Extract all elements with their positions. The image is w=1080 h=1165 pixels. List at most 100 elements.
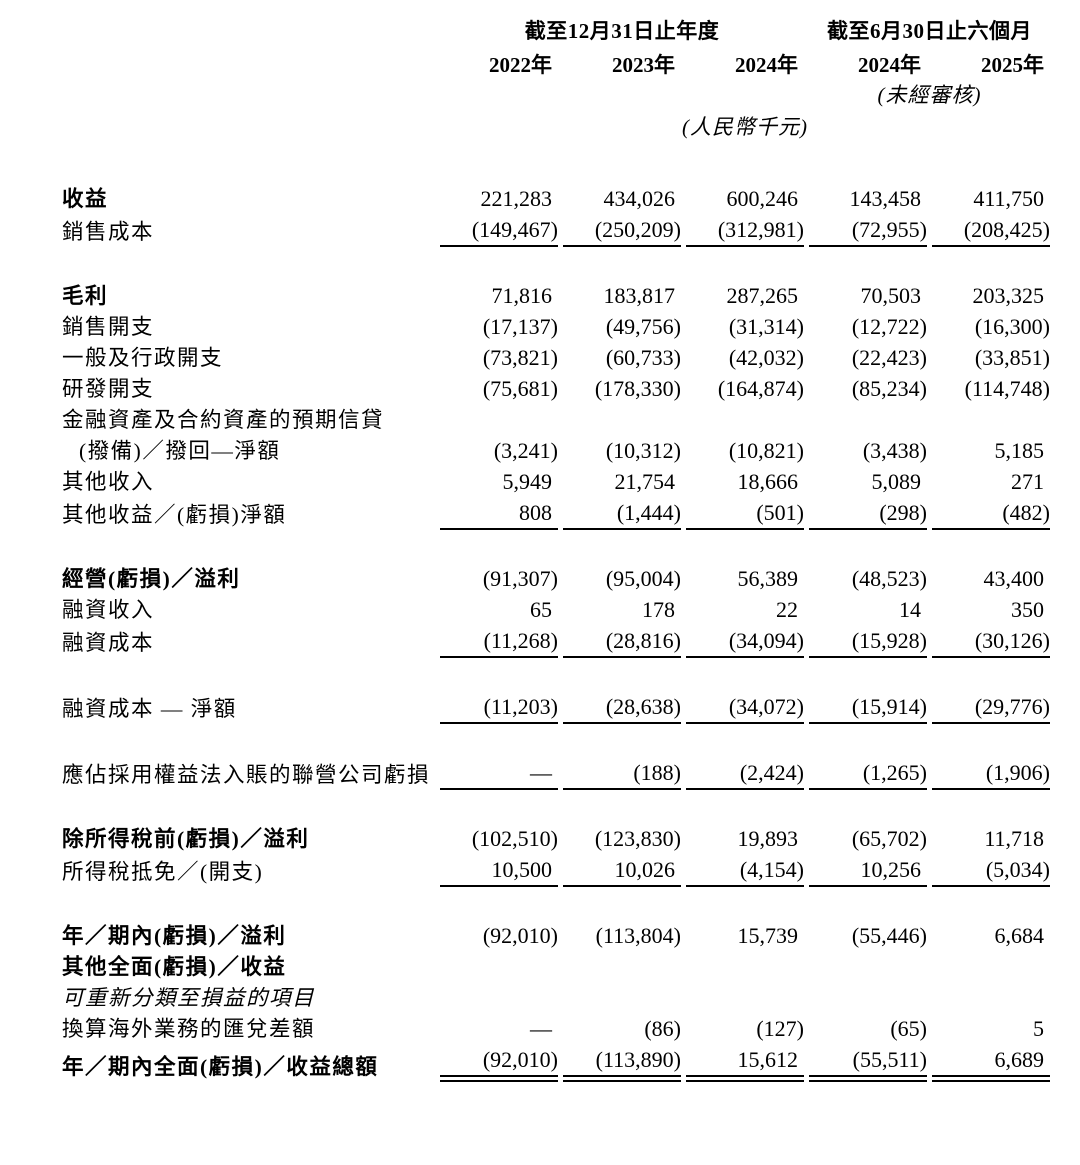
cell-value: 5 [1033,1016,1044,1041]
cell-value: (16,300) [974,314,1050,339]
cell-value: (92,010) [440,1044,558,1082]
cell-value: (178,330) [594,376,681,401]
period-header-row: 截至12月31日止年度 截至6月30日止六個月 [62,16,1050,46]
cell-value: (86) [644,1016,681,1041]
table-body: 收益 221,283 434,026 600,246 143,458 411,750 銷售成… [62,183,1050,1082]
cell-value: (250,209) [563,214,681,247]
cell-value [440,951,558,982]
cell-value: 22 [776,597,798,622]
table-row: 除所得稅前(虧損)／溢利 (102,510) (123,830) 19,893 (65,… [62,823,1050,854]
row-label: 金融資產及合約資產的預期信貸 [62,408,385,432]
cell-value: (15,914) [809,691,927,724]
cell-value: 411,750 [973,186,1044,211]
spacer-cell [62,724,1050,757]
table-row: 毛利 71,816 183,817 287,265 70,503 203,325 [62,280,1050,311]
cell-value: (28,638) [563,691,681,724]
row-label: 年／期內全面(虧損)／收益總額 [62,1055,379,1079]
spacer-cell [62,658,1050,691]
cell-value [686,404,804,435]
cell-value: (72,955) [809,214,927,247]
cell-value: (298) [809,497,927,530]
table-row: 融資成本 (11,268) (28,816) (34,094) (15,928) (30,… [62,625,1050,658]
cell-value: 178 [642,597,675,622]
table-row: 年／期內(虧損)／溢利 (92,010) (113,804) 15,739 (55,44… [62,920,1050,951]
table-row: 其他全面(虧損)／收益 [62,951,1050,982]
cell-value: (34,072) [686,691,804,724]
table-row: 收益 221,283 434,026 600,246 143,458 411,750 [62,183,1050,214]
cell-value: (164,874) [717,376,804,401]
cell-value: — [440,757,558,790]
cell-value: 65 [530,597,552,622]
spacer-cell [62,790,1050,823]
row-label: 收益 [62,187,109,211]
year-header-2024-interim: 2024年 [858,53,921,77]
table-row: 融資收入 65 178 22 14 350 [62,594,1050,625]
table-row: 應佔採用權益法入賬的聯營公司虧損 — (188) (2,424) (1,265) (1,9… [62,757,1050,790]
cell-value: 21,754 [614,469,676,494]
cell-value: (123,830) [594,826,681,851]
header-spacer-cell [62,80,435,110]
cell-value: (49,756) [605,314,681,339]
table-row: 其他收益／(虧損)淨額 808 (1,444) (501) (298) (482) [62,497,1050,530]
cell-value [932,982,1050,1013]
cell-value: 808 [440,497,558,530]
cell-value: 6,689 [932,1044,1050,1082]
cell-value: (91,307) [482,566,558,591]
table-row: 融資成本 — 淨額 (11,203) (28,638) (34,072) (15,914… [62,691,1050,724]
cell-value: (73,821) [482,345,558,370]
spacer-row [62,658,1050,691]
spacer-cell [62,247,1050,280]
cell-value: (55,511) [809,1044,927,1082]
year-header-2023: 2023年 [612,53,675,77]
table-row: 所得稅抵免／(開支) 10,500 10,026 (4,154) 10,256 (5,03… [62,854,1050,887]
cell-value: (15,928) [809,625,927,658]
cell-value: (127) [756,1016,804,1041]
cell-value [440,982,558,1013]
cell-value: (65,702) [851,826,927,851]
spacer-row [62,247,1050,280]
table-row: 研發開支 (75,681) (178,330) (164,874) (85,234) (1… [62,373,1050,404]
cell-value: (113,890) [563,1044,681,1082]
spacer-row [62,724,1050,757]
row-label: 融資成本 [62,631,155,655]
row-label: 可重新分類至損益的項目 [62,986,316,1010]
cell-value: (1,444) [563,497,681,530]
currency-note-row: (人民幣千元) [62,110,1050,142]
spacer-cell [62,530,1050,563]
cell-value: 15,612 [686,1044,804,1082]
cell-value: (208,425) [932,214,1050,247]
cell-value: 56,389 [737,566,799,591]
cell-value [809,951,927,982]
row-label: 換算海外業務的匯兌差額 [62,1017,316,1041]
cell-value: 600,246 [726,186,799,211]
cell-value: (95,004) [605,566,681,591]
interim-period-header: 截至6月30日止六個月 [827,19,1032,43]
table-row: 銷售開支 (17,137) (49,756) (31,314) (12,722) (16,… [62,311,1050,342]
row-label: 研發開支 [62,377,155,401]
cell-value: (12,722) [851,314,927,339]
year-header-2024: 2024年 [735,53,798,77]
cell-value: (11,203) [440,691,558,724]
cell-value: 271 [1011,469,1044,494]
cell-value [563,951,681,982]
cell-value: (113,804) [595,923,681,948]
cell-value: 183,817 [603,283,676,308]
cell-value: (102,510) [471,826,558,851]
cell-value: (29,776) [932,691,1050,724]
cell-value: 434,026 [603,186,676,211]
cell-value: 6,684 [994,923,1045,948]
cell-value: 5,949 [502,469,553,494]
header-spacer-cell [440,80,804,110]
cell-value: (55,446) [851,923,927,948]
row-label: 除所得稅前(虧損)／溢利 [62,827,310,851]
cell-value: 43,400 [983,566,1045,591]
cell-value: 19,893 [737,826,799,851]
cell-value: (1,265) [809,757,927,790]
cell-value: (482) [932,497,1050,530]
table-row: 金融資產及合約資產的預期信貸 [62,404,1050,435]
cell-value: 18,666 [737,469,799,494]
row-label: 其他全面(虧損)／收益 [62,955,287,979]
table-row: 年／期內全面(虧損)／收益總額 (92,010) (113,890) 15,612 (5… [62,1044,1050,1082]
row-label: 融資成本 — 淨額 [62,697,237,721]
cell-value: (10,312) [605,438,681,463]
